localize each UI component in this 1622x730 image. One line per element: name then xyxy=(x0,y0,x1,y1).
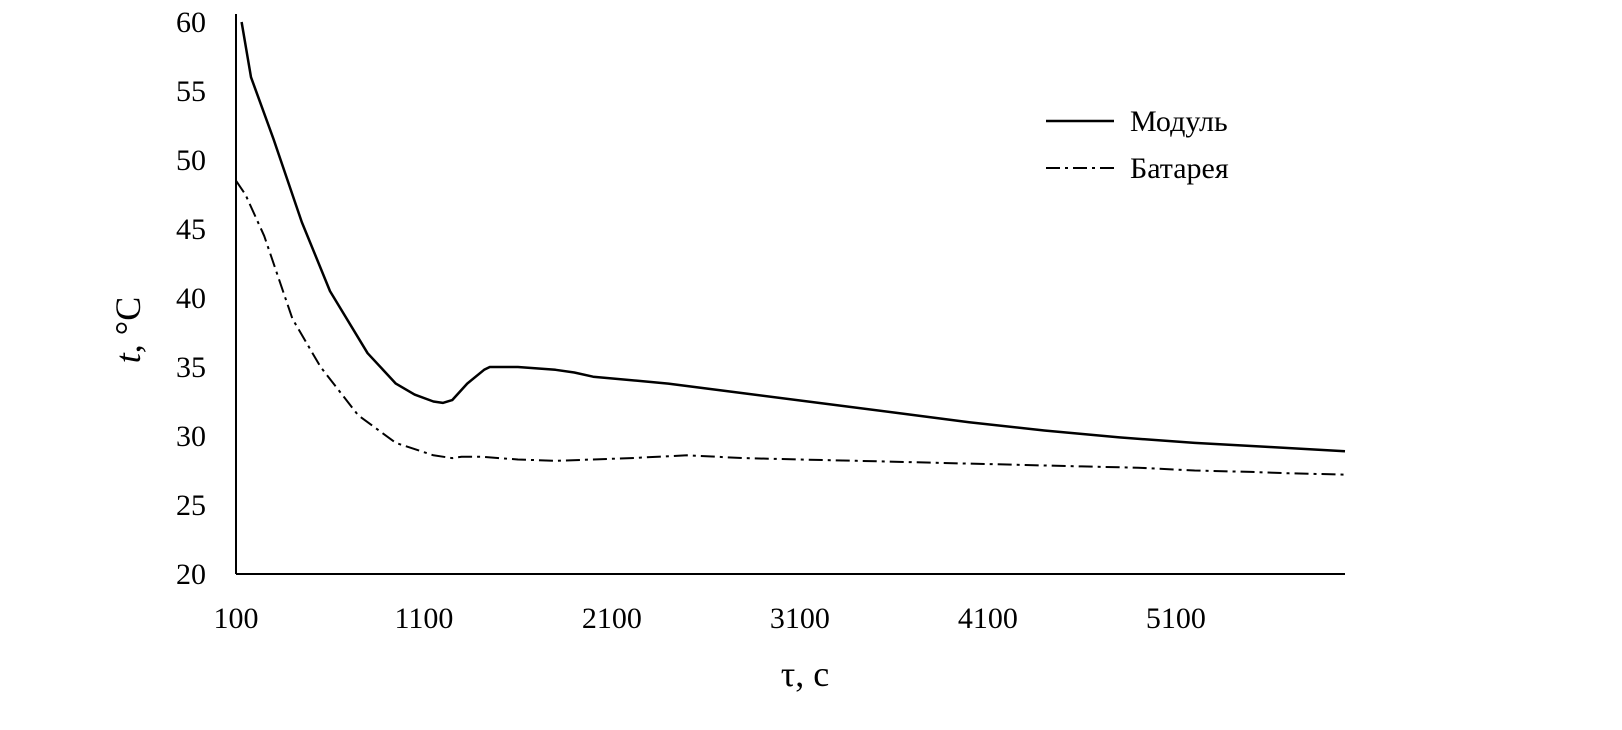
y-axis-title-symbol: t xyxy=(108,352,148,363)
x-tick-label: 100 xyxy=(214,602,259,635)
y-tick-label: 20 xyxy=(176,558,206,591)
x-axis-title: τ, с xyxy=(781,654,829,694)
y-tick-label: 35 xyxy=(176,351,206,384)
y-tick-label: 30 xyxy=(176,420,206,453)
legend: Модуль Батарея xyxy=(1046,105,1229,185)
y-tick-label: 55 xyxy=(176,75,206,108)
y-tick-label: 50 xyxy=(176,144,206,177)
series-line-modul xyxy=(240,21,1346,453)
x-tick-label: 3100 xyxy=(770,602,830,635)
x-tick-labels: 100 1100 2100 3100 4100 5100 xyxy=(214,602,1206,635)
y-axis-title: t, °С xyxy=(108,297,148,363)
x-tick-label: 5100 xyxy=(1146,602,1206,635)
legend-label-batareya: Батарея xyxy=(1130,152,1229,185)
y-tick-label: 25 xyxy=(176,489,206,522)
x-tick-label: 2100 xyxy=(582,602,642,635)
y-tick-label: 40 xyxy=(176,282,206,315)
x-tick-label: 4100 xyxy=(958,602,1018,635)
y-tick-label: 45 xyxy=(176,213,206,246)
series-layer xyxy=(235,21,1346,476)
y-tick-labels: 20 25 30 35 40 45 50 55 60 xyxy=(176,6,206,591)
y-axis-title-unit: , °С xyxy=(108,297,148,353)
legend-label-modul: Модуль xyxy=(1130,105,1228,138)
x-tick-label: 1100 xyxy=(395,602,454,635)
y-tick-label: 60 xyxy=(176,6,206,39)
series-line-batareya xyxy=(235,180,1346,476)
